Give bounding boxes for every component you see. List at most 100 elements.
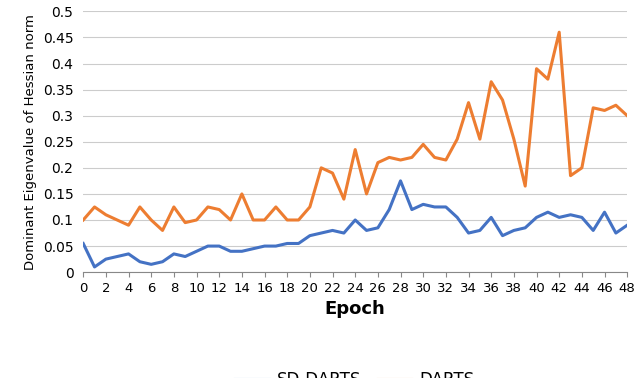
SD-DARTS [397, 179, 404, 183]
DARTS [250, 218, 257, 222]
DARTS [544, 77, 552, 81]
DARTS [238, 192, 246, 196]
DARTS [442, 158, 450, 162]
DARTS [340, 197, 348, 201]
DARTS [522, 184, 529, 188]
X-axis label: Epoch: Epoch [325, 301, 385, 318]
Legend: SD-DARTS, DARTS: SD-DARTS, DARTS [228, 364, 482, 378]
SD-DARTS [499, 233, 506, 238]
SD-DARTS [227, 249, 234, 254]
DARTS [566, 174, 574, 178]
DARTS [397, 158, 404, 162]
DARTS [465, 101, 472, 105]
SD-DARTS [351, 218, 359, 222]
SD-DARTS [159, 259, 166, 264]
SD-DARTS [453, 215, 461, 220]
SD-DARTS [79, 241, 87, 246]
SD-DARTS [544, 210, 552, 214]
DARTS [125, 223, 132, 228]
DARTS [284, 218, 291, 222]
Y-axis label: Dominant Eigenvalue of Hessian norm: Dominant Eigenvalue of Hessian norm [24, 14, 37, 270]
SD-DARTS [193, 249, 200, 254]
DARTS [453, 137, 461, 141]
SD-DARTS [589, 228, 597, 233]
SD-DARTS [102, 257, 109, 262]
DARTS [170, 205, 178, 209]
DARTS [419, 142, 427, 147]
DARTS [181, 220, 189, 225]
SD-DARTS [556, 215, 563, 220]
DARTS [102, 212, 109, 217]
SD-DARTS [532, 215, 540, 220]
DARTS [260, 218, 268, 222]
DARTS [79, 218, 87, 222]
DARTS [147, 218, 155, 222]
DARTS [215, 207, 223, 212]
DARTS [351, 147, 359, 152]
DARTS [431, 155, 438, 160]
SD-DARTS [272, 244, 280, 248]
SD-DARTS [125, 252, 132, 256]
SD-DARTS [566, 212, 574, 217]
SD-DARTS [317, 231, 325, 235]
DARTS [532, 67, 540, 71]
SD-DARTS [147, 262, 155, 266]
SD-DARTS [215, 244, 223, 248]
SD-DARTS [623, 223, 631, 228]
Line: SD-DARTS: SD-DARTS [83, 181, 627, 267]
DARTS [499, 98, 506, 102]
SD-DARTS [238, 249, 246, 254]
SD-DARTS [578, 215, 586, 220]
DARTS [476, 137, 484, 141]
SD-DARTS [284, 241, 291, 246]
DARTS [601, 108, 609, 113]
SD-DARTS [476, 228, 484, 233]
DARTS [589, 105, 597, 110]
SD-DARTS [374, 226, 381, 230]
SD-DARTS [522, 226, 529, 230]
Line: DARTS: DARTS [83, 32, 627, 231]
DARTS [204, 205, 212, 209]
DARTS [363, 192, 371, 196]
SD-DARTS [363, 228, 371, 233]
DARTS [578, 166, 586, 170]
DARTS [623, 113, 631, 118]
SD-DARTS [306, 233, 314, 238]
SD-DARTS [250, 246, 257, 251]
SD-DARTS [181, 254, 189, 259]
DARTS [294, 218, 302, 222]
SD-DARTS [385, 207, 393, 212]
DARTS [612, 103, 620, 107]
SD-DARTS [465, 231, 472, 235]
SD-DARTS [408, 207, 416, 212]
DARTS [91, 205, 99, 209]
SD-DARTS [136, 259, 144, 264]
DARTS [113, 218, 121, 222]
SD-DARTS [601, 210, 609, 214]
SD-DARTS [294, 241, 302, 246]
DARTS [272, 205, 280, 209]
DARTS [227, 218, 234, 222]
SD-DARTS [510, 228, 518, 233]
DARTS [374, 160, 381, 165]
DARTS [408, 155, 416, 160]
DARTS [193, 218, 200, 222]
SD-DARTS [204, 244, 212, 248]
SD-DARTS [113, 254, 121, 259]
SD-DARTS [91, 265, 99, 269]
DARTS [329, 171, 337, 175]
SD-DARTS [260, 244, 268, 248]
SD-DARTS [488, 215, 495, 220]
SD-DARTS [431, 205, 438, 209]
SD-DARTS [170, 252, 178, 256]
DARTS [556, 30, 563, 34]
SD-DARTS [612, 231, 620, 235]
SD-DARTS [442, 205, 450, 209]
DARTS [488, 79, 495, 84]
SD-DARTS [419, 202, 427, 207]
DARTS [510, 137, 518, 141]
SD-DARTS [329, 228, 337, 233]
DARTS [385, 155, 393, 160]
DARTS [317, 166, 325, 170]
DARTS [136, 205, 144, 209]
